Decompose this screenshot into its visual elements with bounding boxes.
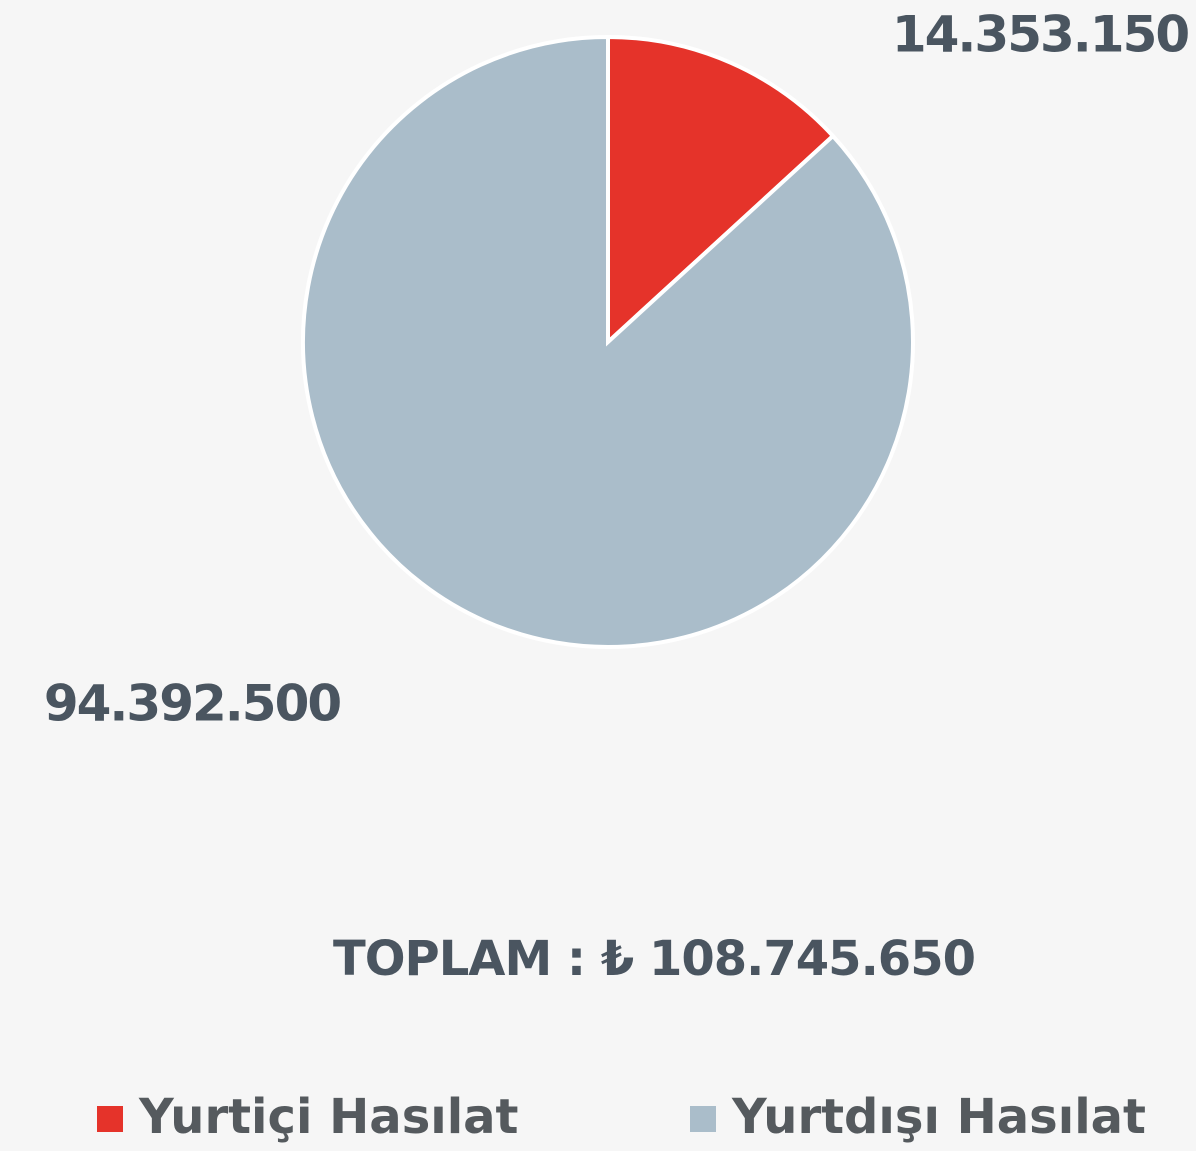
total-annotation: TOPLAM : ₺ 108.745.650 [333, 931, 975, 987]
value-label: 94.392.500 [44, 675, 341, 733]
legend-label: Yurtdışı Hasılat [731, 1089, 1146, 1145]
pie-slice [301, 34, 915, 649]
pie-slice [606, 34, 836, 347]
legend-label: Yurtiçi Hasılat [138, 1089, 519, 1145]
legend-swatch [97, 1106, 123, 1132]
value-label: 14.353.150 [892, 6, 1189, 64]
legend-swatch [690, 1106, 716, 1132]
